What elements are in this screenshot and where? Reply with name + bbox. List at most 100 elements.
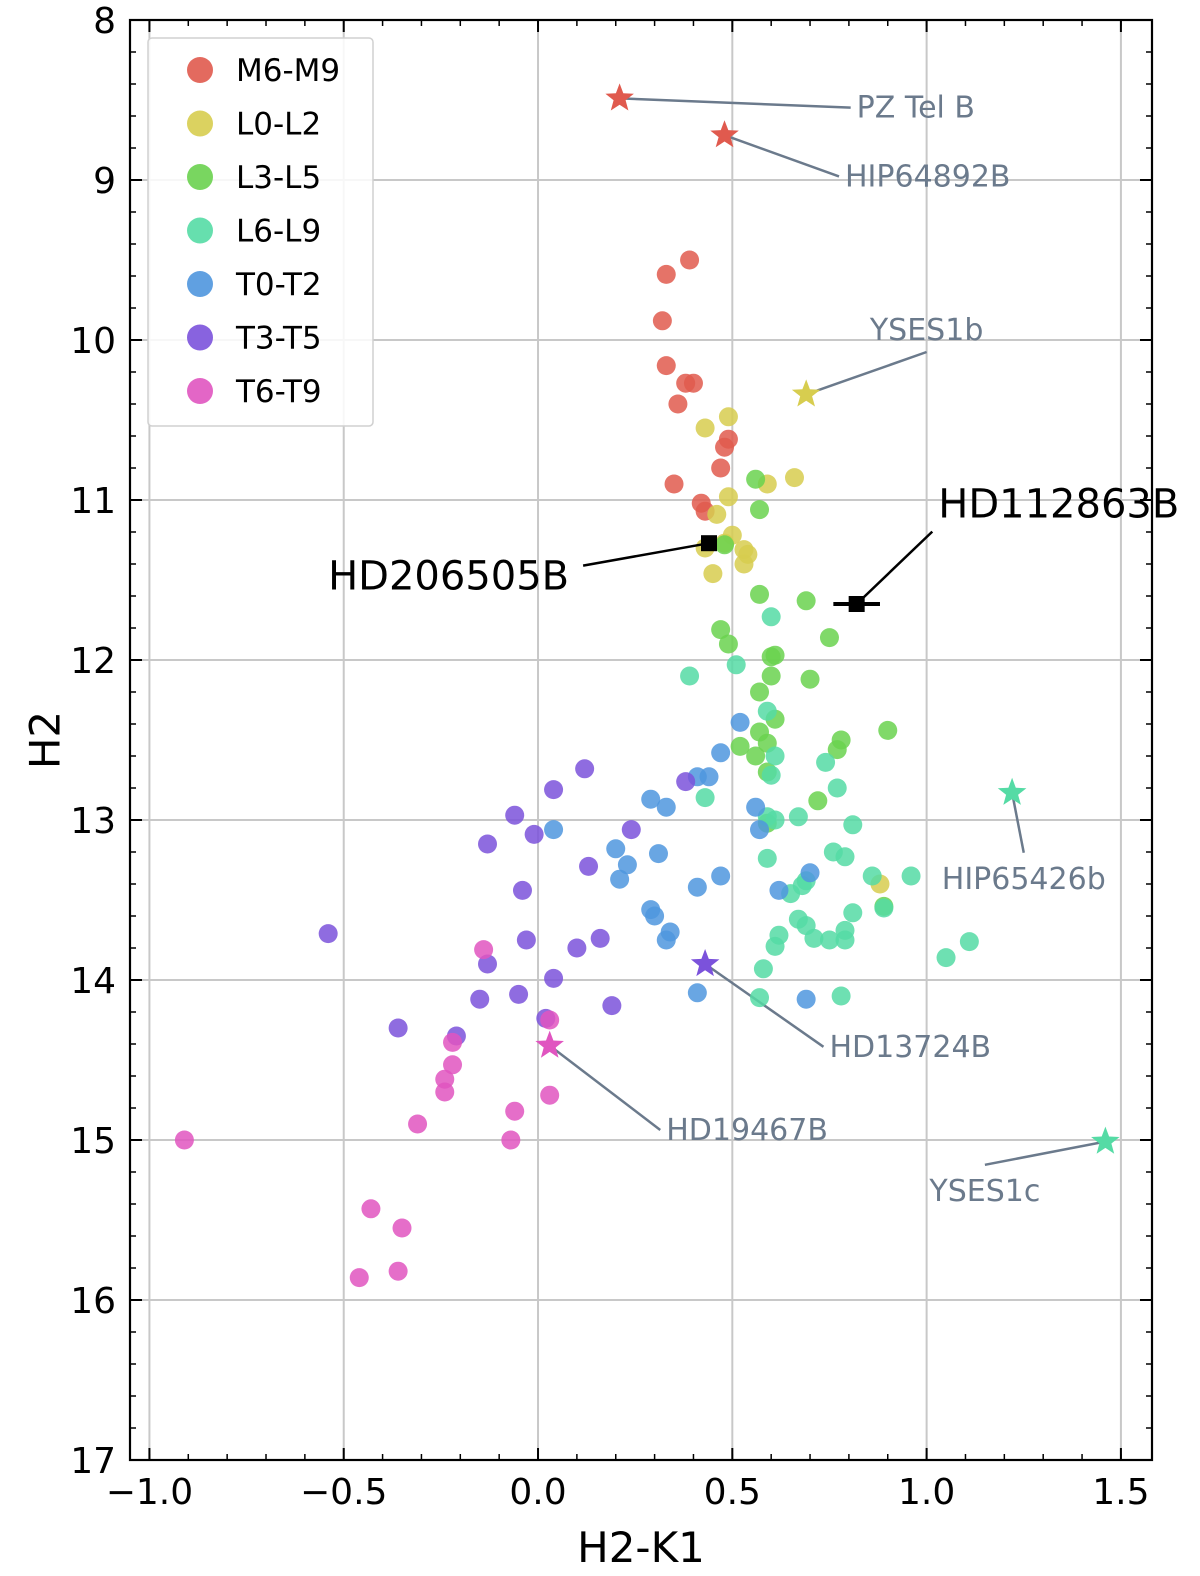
point-l6-l9 <box>819 930 839 950</box>
point-l6-l9 <box>827 778 847 798</box>
point-l3-l5 <box>808 791 828 811</box>
annotation-leader-lines <box>548 97 1106 1167</box>
leader-line-hd112863b <box>855 530 934 605</box>
point-t0-t2 <box>660 922 680 942</box>
point-l3-l5 <box>711 620 731 640</box>
point-l6-l9 <box>761 607 781 627</box>
legend-label-m6-m9: M6-M9 <box>236 53 340 89</box>
star-marker-yses1b <box>791 379 821 407</box>
point-l6-l9 <box>753 959 773 979</box>
x-tick-label: 1.5 <box>1092 1472 1149 1513</box>
point-l3-l5 <box>750 500 770 520</box>
point-t6-t9 <box>540 1085 560 1105</box>
point-t0-t2 <box>730 712 750 732</box>
legend-label-t3-t5: T3-T5 <box>235 321 322 357</box>
leader-line-hd19467b <box>548 1044 662 1131</box>
leader-line-yses1b <box>805 350 928 396</box>
point-t0-t2 <box>544 820 564 840</box>
point-l6-l9 <box>680 666 700 686</box>
point-l3-l5 <box>730 736 750 756</box>
point-l6-l9 <box>862 866 882 886</box>
point-m6-m9 <box>656 264 676 284</box>
point-l3-l5 <box>746 469 766 489</box>
legend-label-t0-t2: T0-T2 <box>235 267 322 303</box>
point-t3-t5 <box>579 856 599 876</box>
label-hd19467b: HD19467B <box>666 1113 828 1148</box>
point-l0-l2 <box>718 407 738 427</box>
leader-line-pz-tel-b <box>619 97 851 109</box>
legend-label-l3-l5: L3-L5 <box>236 160 321 196</box>
point-l3-l5 <box>718 634 738 654</box>
point-m6-m9 <box>664 474 684 494</box>
x-tick-label: 0.0 <box>509 1472 566 1513</box>
point-t0-t2 <box>610 869 630 889</box>
point-t6-t9 <box>474 940 494 960</box>
point-t6-t9 <box>388 1261 408 1281</box>
x-tick-label: 1.0 <box>898 1472 955 1513</box>
legend-marker-m6-m9 <box>187 57 213 83</box>
point-l6-l9 <box>959 932 979 952</box>
data-points <box>174 250 979 1288</box>
label-yses1b: YSES1b <box>869 313 984 348</box>
point-t0-t2 <box>617 855 637 875</box>
point-t6-t9 <box>174 1130 194 1150</box>
point-t3-t5 <box>509 984 529 1004</box>
star-marker-hd19467b <box>535 1030 564 1058</box>
point-l6-l9 <box>804 928 824 948</box>
star-marker-hip64892b <box>710 120 739 148</box>
point-l6-l9 <box>695 788 715 808</box>
x-tick-label: −0.5 <box>300 1472 387 1513</box>
point-l6-l9 <box>757 848 777 868</box>
label-hip64892b: HIP64892B <box>845 159 1011 194</box>
star-marker-yses1c <box>1091 1126 1120 1154</box>
point-t0-t2 <box>796 989 816 1009</box>
point-t3-t5 <box>318 924 338 944</box>
y-tick-label: 15 <box>70 1121 116 1162</box>
point-m6-m9 <box>711 458 731 478</box>
point-l6-l9 <box>901 866 921 886</box>
point-l6-l9 <box>843 815 863 835</box>
point-l6-l9 <box>726 655 746 675</box>
point-t6-t9 <box>408 1114 428 1134</box>
point-t0-t2 <box>687 983 707 1003</box>
point-l0-l2 <box>695 418 715 438</box>
point-t3-t5 <box>544 968 564 988</box>
point-l3-l5 <box>761 666 781 686</box>
point-m6-m9 <box>715 437 735 457</box>
point-l0-l2 <box>703 564 723 584</box>
point-t3-t5 <box>676 772 696 792</box>
point-t6-t9 <box>361 1199 381 1219</box>
point-t0-t2 <box>656 797 676 817</box>
point-t3-t5 <box>524 824 544 844</box>
point-t0-t2 <box>687 877 707 897</box>
point-l6-l9 <box>757 701 777 721</box>
point-t3-t5 <box>478 834 498 854</box>
x-tick-label: −1.0 <box>106 1472 193 1513</box>
point-t3-t5 <box>516 930 536 950</box>
y-tick-label: 16 <box>70 1281 116 1322</box>
point-l3-l5 <box>796 591 816 611</box>
point-t0-t2 <box>800 863 820 883</box>
label-yses1c: YSES1c <box>928 1174 1040 1209</box>
point-t3-t5 <box>478 954 498 974</box>
legend-marker-l6-l9 <box>187 217 213 244</box>
point-t0-t2 <box>769 880 789 900</box>
point-l3-l5 <box>819 628 839 648</box>
point-t6-t9 <box>435 1082 455 1102</box>
point-l3-l5 <box>800 669 820 689</box>
series-t0-t2 <box>544 712 820 1009</box>
point-l0-l2 <box>707 504 727 524</box>
point-l6-l9 <box>765 936 785 956</box>
plot-frame <box>128 18 1154 1462</box>
label-hd112863b: HD112863B <box>938 482 1179 528</box>
point-t3-t5 <box>621 820 641 840</box>
point-t3-t5 <box>544 780 564 800</box>
point-t6-t9 <box>349 1268 369 1288</box>
point-l6-l9 <box>874 898 894 918</box>
star-marker-pz-tel-b <box>605 83 634 111</box>
point-t6-t9 <box>540 1010 560 1030</box>
leader-line-hip65426b <box>1010 792 1025 854</box>
y-tick-label: 12 <box>70 641 116 682</box>
series-t6-t9 <box>174 940 560 1288</box>
point-l3-l5 <box>750 584 770 604</box>
